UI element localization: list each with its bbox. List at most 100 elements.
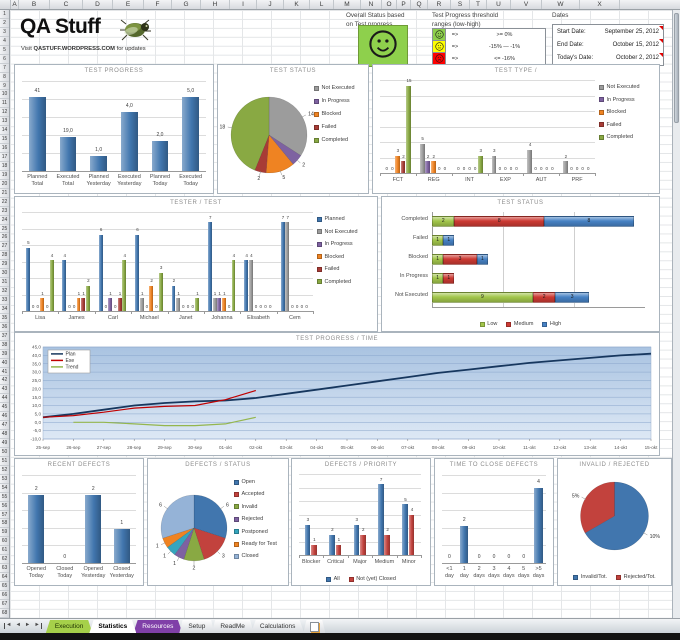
row-header-36[interactable]: 36: [0, 323, 9, 332]
row-header-5[interactable]: 5: [0, 46, 9, 55]
row-header-9[interactable]: 9: [0, 82, 9, 91]
row-header-61[interactable]: 61: [0, 547, 9, 556]
column-header-G[interactable]: G: [172, 0, 201, 9]
column-header-J[interactable]: J: [257, 0, 284, 9]
column-header-D[interactable]: D: [83, 0, 113, 9]
overall-status-indicator[interactable]: [358, 25, 408, 67]
row-header-55[interactable]: 55: [0, 493, 9, 502]
row-header-58[interactable]: 58: [0, 520, 9, 529]
column-header-A[interactable]: A: [11, 0, 19, 9]
row-header-42[interactable]: 42: [0, 377, 9, 386]
row-header-4[interactable]: 4: [0, 37, 9, 46]
row-header-16[interactable]: 16: [0, 145, 9, 153]
insert-worksheet-tab[interactable]: [303, 620, 326, 633]
row-header-40[interactable]: 40: [0, 359, 9, 368]
row-header-47[interactable]: 47: [0, 422, 9, 431]
row-header-27[interactable]: 27: [0, 243, 9, 252]
date-row[interactable]: End Date: October 15, 2012: [553, 38, 663, 51]
row-header-11[interactable]: 11: [0, 100, 9, 109]
tab-setup[interactable]: Setup: [179, 620, 215, 633]
row-headers[interactable]: 1 2 3 4 5 6 7 8 9 10 11 12 13 14 15 16 17 18 19 20 21 22 23 24 2…: [0, 10, 10, 618]
column-header-U[interactable]: U: [487, 0, 511, 9]
test-type-chart[interactable]: TEST TYPE /0 0 3 2 15 FCT 5 2 2 0 0 REG 0 0 0 0 3 INT 3 0 0 0…: [372, 64, 660, 194]
row-header-56[interactable]: 56: [0, 502, 9, 511]
tab-readme[interactable]: ReadMe: [211, 620, 254, 633]
column-header-I[interactable]: I: [230, 0, 257, 9]
row-header-31[interactable]: 31: [0, 279, 9, 288]
column-header-F[interactable]: F: [144, 0, 172, 9]
recent-defects-chart[interactable]: RECENT DEFECTS 2 Opened Today 0 Closed Today 2 O…: [14, 458, 144, 586]
column-header-X[interactable]: X: [580, 0, 620, 9]
sheet-grid[interactable]: QA Stuff Visit QASTUFF.WORDPRESS.COM for…: [10, 10, 672, 618]
row-header-30[interactable]: 30: [0, 270, 9, 279]
date-row[interactable]: Today's Date: October 2, 2012: [553, 52, 663, 65]
row-header-19[interactable]: 19: [0, 171, 9, 180]
row-header-24[interactable]: 24: [0, 216, 9, 225]
column-header-W[interactable]: W: [542, 0, 580, 9]
row-header-65[interactable]: 65: [0, 583, 9, 591]
row-header-28[interactable]: 28: [0, 252, 9, 261]
row-header-66[interactable]: 66: [0, 591, 9, 600]
next-sheet-icon[interactable]: ►: [24, 622, 31, 629]
time-to-close-chart[interactable]: TIME TO CLOSE DEFECTS 0 <1 day 2 1 day 0 2 days 0 3…: [434, 458, 554, 586]
row-header-2[interactable]: 2: [0, 19, 9, 28]
column-header-B[interactable]: B: [19, 0, 50, 9]
row-header-37[interactable]: 37: [0, 332, 9, 341]
column-header-O[interactable]: O: [382, 0, 397, 9]
last-sheet-icon[interactable]: ►: [34, 622, 42, 629]
row-header-13[interactable]: 13: [0, 118, 9, 127]
row-header-43[interactable]: 43: [0, 386, 9, 395]
row-header-53[interactable]: 53: [0, 475, 9, 484]
column-header-C[interactable]: C: [50, 0, 83, 9]
row-header-44[interactable]: 44: [0, 395, 9, 404]
tab-calculations[interactable]: Calculations: [250, 620, 305, 633]
row-header-10[interactable]: 10: [0, 91, 9, 100]
scrollbar-thumb[interactable]: [674, 13, 679, 123]
row-header-54[interactable]: 54: [0, 484, 9, 493]
test-progress-chart[interactable]: TEST PROGRESS 41 Planned Total 19,0 Executed T…: [14, 64, 214, 194]
row-header-60[interactable]: 60: [0, 538, 9, 547]
row-header-59[interactable]: 59: [0, 529, 9, 538]
row-header-18[interactable]: 18: [0, 162, 9, 171]
tab-statistics[interactable]: Statistics: [89, 620, 137, 633]
column-header-K[interactable]: K: [284, 0, 310, 9]
defects-priority-chart[interactable]: DEFECTS / PRIORITY 3 1 Blocker 2 1 Critical 3 2 M…: [291, 458, 431, 586]
column-header-S[interactable]: S: [451, 0, 470, 9]
row-header-52[interactable]: 52: [0, 466, 9, 475]
row-header-64[interactable]: 64: [0, 574, 9, 582]
first-sheet-icon[interactable]: ◄: [4, 622, 12, 629]
row-header-29[interactable]: 29: [0, 261, 9, 270]
row-header-41[interactable]: 41: [0, 368, 9, 377]
row-header-15[interactable]: 15: [0, 136, 9, 145]
row-header-20[interactable]: 20: [0, 180, 9, 189]
select-all-corner[interactable]: [0, 0, 11, 9]
row-header-46[interactable]: 46: [0, 413, 9, 422]
column-header-M[interactable]: M: [334, 0, 361, 9]
date-row[interactable]: Start Date: September 25, 2012: [553, 25, 663, 38]
row-header-6[interactable]: 6: [0, 55, 9, 64]
column-header-E[interactable]: E: [113, 0, 144, 9]
tester-test-chart[interactable]: TESTER / TEST 5 0 0 1 0 4 Lisa 4 0 0 1 1 2 James 6 0 1 0 1 4…: [14, 196, 378, 332]
test-progress-time-chart[interactable]: TEST PROGRESS / TIME 45,0 40,0 35,0 30,0 25,0…: [14, 332, 660, 456]
column-header-R[interactable]: R: [428, 0, 451, 9]
row-header-12[interactable]: 12: [0, 109, 9, 118]
row-header-39[interactable]: 39: [0, 350, 9, 359]
row-header-22[interactable]: 22: [0, 198, 9, 207]
column-header-H[interactable]: H: [201, 0, 230, 9]
column-header-Q[interactable]: Q: [411, 0, 428, 9]
row-header-17[interactable]: 17: [0, 154, 9, 162]
row-header-67[interactable]: 67: [0, 600, 9, 609]
test-status-stacked-chart[interactable]: TEST STATUS Completed 2 8 8 Failed 1 1 Blocked 1 3…: [381, 196, 660, 332]
row-header-26[interactable]: 26: [0, 234, 9, 243]
row-header-33[interactable]: 33: [0, 297, 9, 305]
row-header-25[interactable]: 25: [0, 225, 9, 234]
row-header-23[interactable]: 23: [0, 207, 9, 216]
row-header-1[interactable]: 1: [0, 10, 9, 19]
defects-status-chart[interactable]: DEFECTS / STATUS 6 3 2 1 1 1 6 Open Accepted Inval…: [147, 458, 289, 586]
vertical-scrollbar[interactable]: [672, 10, 680, 618]
row-header-14[interactable]: 14: [0, 127, 9, 136]
row-header-3[interactable]: 3: [0, 28, 9, 37]
test-status-pie-chart[interactable]: TEST STATUS 14 2 5 2 18 Not Executed In Progres…: [217, 64, 369, 194]
column-header-T[interactable]: T: [470, 0, 487, 9]
